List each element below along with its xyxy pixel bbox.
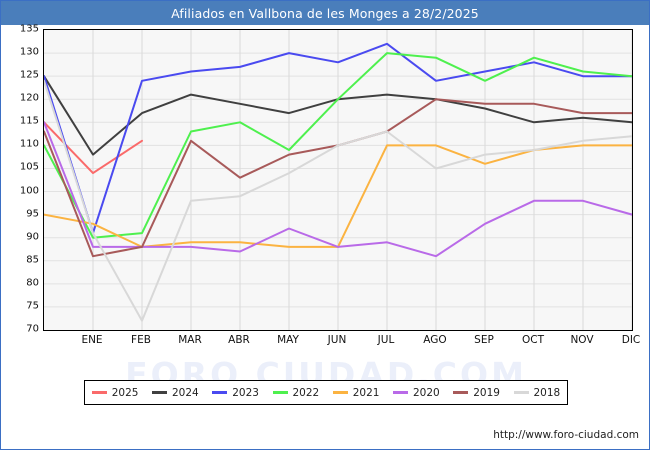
y-axis-tick-135: 135 — [19, 23, 39, 35]
series-line-2018 — [44, 79, 632, 322]
y-axis-tick-80: 80 — [26, 277, 39, 289]
x-axis-tick-ene: ENE — [81, 334, 103, 346]
series-line-2024 — [44, 75, 632, 156]
page-title: Afiliados en Vallbona de les Monges a 28… — [171, 5, 479, 21]
legend-item-2019[interactable]: 2019 — [453, 387, 500, 399]
footer-url: http://www.foro-ciudad.com — [493, 429, 639, 441]
series-line-2022 — [44, 52, 632, 239]
legend-swatch-2021 — [332, 391, 348, 394]
x-axis-tick-jul: JUL — [377, 334, 395, 346]
y-axis-tick-120: 120 — [19, 92, 39, 104]
x-axis-tick-jun: JUN — [327, 334, 347, 346]
y-axis-tick-75: 75 — [26, 300, 39, 312]
series-line-2019 — [44, 98, 632, 258]
y-axis-tick-70: 70 — [26, 323, 39, 335]
series-line-2025 — [44, 121, 143, 175]
plot-area — [43, 29, 633, 331]
x-axis-tick-feb: FEB — [131, 334, 151, 346]
x-axis-tick-sep: SEP — [474, 334, 494, 346]
legend-swatch-2025 — [91, 391, 107, 394]
y-axis-tick-90: 90 — [26, 231, 39, 243]
y-axis-tick-85: 85 — [26, 254, 39, 266]
legend-swatch-2020 — [393, 391, 408, 394]
plot-container: 70 75 80 85 90 95 100 105 110 115 120 125 130 135 ENE… — [1, 23, 649, 395]
legend-label-2023: 2023 — [232, 386, 259, 399]
y-axis-tick-100: 100 — [19, 185, 39, 197]
legend-swatch-2019 — [453, 391, 469, 394]
legend-item-2021[interactable]: 2021 — [332, 386, 380, 399]
legend-item-2022[interactable]: 2022 — [272, 386, 320, 399]
x-axis-tick-abr: ABR — [228, 334, 250, 346]
legend-label-2019: 2019 — [473, 386, 500, 399]
legend-swatch-2024 — [152, 391, 167, 394]
legend-item-2020[interactable]: 2020 — [393, 387, 440, 399]
y-axis-tick-125: 125 — [19, 69, 39, 81]
legend-swatch-2023 — [212, 391, 228, 394]
y-axis-tick-130: 130 — [19, 46, 39, 58]
window-title-bar: Afiliados en Vallbona de les Monges a 28… — [1, 1, 649, 25]
legend-label-2022: 2022 — [292, 386, 320, 399]
series-line-2020 — [44, 121, 632, 258]
y-axis-tick-115: 115 — [19, 115, 39, 127]
y-axis-tick-110: 110 — [19, 138, 39, 150]
legend-label-2024: 2024 — [172, 386, 199, 399]
x-axis-tick-oct: OCT — [521, 334, 545, 346]
x-axis-tick-nov: NOV — [570, 334, 594, 346]
legend-swatch-2022 — [272, 391, 288, 394]
y-axis-tick-105: 105 — [19, 161, 39, 173]
x-axis-tick-may: MAY — [277, 334, 299, 346]
legend-swatch-2018 — [513, 391, 529, 394]
legend-label-2021: 2021 — [352, 386, 380, 399]
legend-label-2025: 2025 — [111, 386, 139, 399]
x-axis-tick-mar: MAR — [178, 334, 202, 346]
series-line-2023 — [44, 42, 632, 235]
legend-label-2018: 2018 — [533, 386, 561, 399]
data-lines — [44, 42, 632, 322]
chart-legend: 2025 2024 2023 2022 2021 2020 2019 2018 — [84, 380, 568, 405]
y-axis-tick-95: 95 — [26, 208, 39, 220]
legend-item-2018[interactable]: 2018 — [513, 386, 561, 399]
legend-item-2023[interactable]: 2023 — [212, 387, 259, 399]
x-axis-tick-dic: DIC — [621, 334, 641, 346]
legend-label-2020: 2020 — [413, 386, 440, 399]
legend-item-2025[interactable]: 2025 — [91, 386, 139, 399]
x-axis-tick-ago: AGO — [423, 334, 447, 346]
series-line-2021 — [44, 144, 632, 248]
legend-item-2024[interactable]: 2024 — [152, 387, 199, 399]
